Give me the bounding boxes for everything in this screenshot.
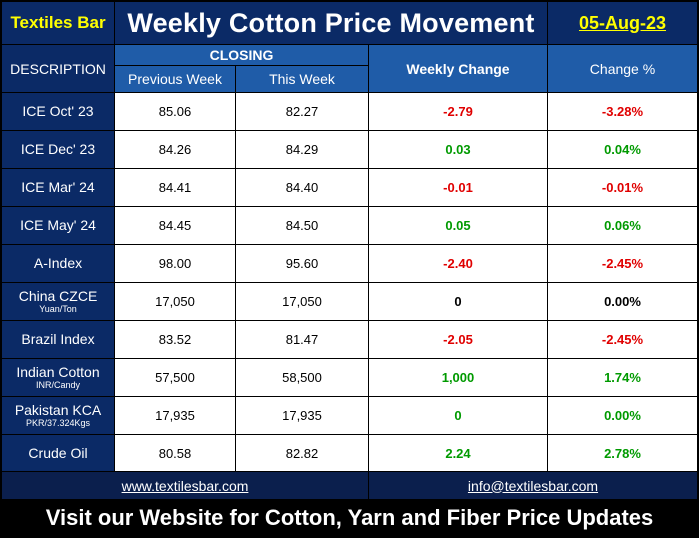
- row-unit: Yuan/Ton: [39, 303, 77, 314]
- previous-week-value: 85.06: [114, 92, 236, 131]
- row-name: ICE Mar' 24: [21, 179, 95, 195]
- previous-week-value: 84.26: [114, 130, 236, 169]
- row-name: Brazil Index: [21, 331, 95, 347]
- row-label: China CZCE Yuan/Ton: [1, 282, 115, 321]
- weekly-change-value: 2.24: [368, 434, 548, 473]
- this-week-value: 84.29: [235, 130, 369, 169]
- weekly-change-value: 1,000: [368, 358, 548, 397]
- weekly-change-value: -2.40: [368, 244, 548, 283]
- report-date: 05-Aug-23: [547, 1, 698, 45]
- row-name: ICE Oct' 23: [22, 103, 94, 119]
- change-percent-value: 0.04%: [547, 130, 698, 169]
- row-name: ICE Dec' 23: [20, 141, 96, 157]
- this-week-value: 81.47: [235, 320, 369, 359]
- this-week-value: 58,500: [235, 358, 369, 397]
- row-label: Indian Cotton INR/Candy: [1, 358, 115, 397]
- previous-week-value: 57,500: [114, 358, 236, 397]
- row-label: ICE Dec' 23: [1, 130, 115, 169]
- row-unit: PKR/37.324Kgs: [25, 417, 91, 428]
- weekly-change-value: 0.05: [368, 206, 548, 245]
- previous-week-value: 84.41: [114, 168, 236, 207]
- row-name: China CZCE: [18, 287, 98, 304]
- page-title: Weekly Cotton Price Movement: [114, 1, 548, 45]
- change-percent-value: 0.00%: [547, 282, 698, 321]
- row-name: A-Index: [33, 255, 83, 271]
- row-unit: INR/Candy: [35, 379, 80, 390]
- this-week-value: 17,050: [235, 282, 369, 321]
- previous-week-header: Previous Week: [114, 65, 236, 93]
- this-week-header: This Week: [235, 65, 369, 93]
- row-name: ICE May' 24: [20, 217, 96, 233]
- this-week-value: 17,935: [235, 396, 369, 435]
- change-percent-value: 0.00%: [547, 396, 698, 435]
- weekly-change-value: -2.79: [368, 92, 548, 131]
- this-week-value: 84.40: [235, 168, 369, 207]
- weekly-change-value: 0: [368, 282, 548, 321]
- weekly-change-value: -2.05: [368, 320, 548, 359]
- previous-week-value: 98.00: [114, 244, 236, 283]
- change-percent-header: Change %: [547, 44, 698, 93]
- promo-banner: Visit our Website for Cotton, Yarn and F…: [1, 499, 698, 537]
- website-cell: www.textilesbar.com: [1, 471, 369, 500]
- change-percent-value: 2.78%: [547, 434, 698, 473]
- previous-week-value: 17,050: [114, 282, 236, 321]
- weekly-change-value: 0.03: [368, 130, 548, 169]
- previous-week-value: 84.45: [114, 206, 236, 245]
- row-label: ICE May' 24: [1, 206, 115, 245]
- website-link[interactable]: www.textilesbar.com: [121, 477, 249, 494]
- change-percent-value: -3.28%: [547, 92, 698, 131]
- weekly-change-value: -0.01: [368, 168, 548, 207]
- change-percent-value: 0.06%: [547, 206, 698, 245]
- row-label: Crude Oil: [1, 434, 115, 473]
- change-percent-value: 1.74%: [547, 358, 698, 397]
- this-week-value: 84.50: [235, 206, 369, 245]
- description-header: DESCRIPTION: [1, 44, 115, 93]
- row-name: Pakistan KCA: [14, 401, 102, 418]
- previous-week-value: 83.52: [114, 320, 236, 359]
- change-percent-value: -2.45%: [547, 320, 698, 359]
- row-label: ICE Mar' 24: [1, 168, 115, 207]
- closing-header: CLOSING: [114, 44, 369, 66]
- row-label: ICE Oct' 23: [1, 92, 115, 131]
- previous-week-value: 80.58: [114, 434, 236, 473]
- this-week-value: 95.60: [235, 244, 369, 283]
- row-label: A-Index: [1, 244, 115, 283]
- weekly-change-value: 0: [368, 396, 548, 435]
- row-label: Pakistan KCA PKR/37.324Kgs: [1, 396, 115, 435]
- change-percent-value: -2.45%: [547, 244, 698, 283]
- change-percent-value: -0.01%: [547, 168, 698, 207]
- row-label: Brazil Index: [1, 320, 115, 359]
- this-week-value: 82.27: [235, 92, 369, 131]
- email-link[interactable]: info@textilesbar.com: [467, 477, 599, 494]
- this-week-value: 82.82: [235, 434, 369, 473]
- email-cell: info@textilesbar.com: [368, 471, 698, 500]
- brand-logo-text: Textiles Bar: [1, 1, 115, 45]
- row-name: Crude Oil: [28, 445, 88, 461]
- weekly-change-header: Weekly Change: [368, 44, 548, 93]
- previous-week-value: 17,935: [114, 396, 236, 435]
- row-name: Indian Cotton: [16, 363, 100, 380]
